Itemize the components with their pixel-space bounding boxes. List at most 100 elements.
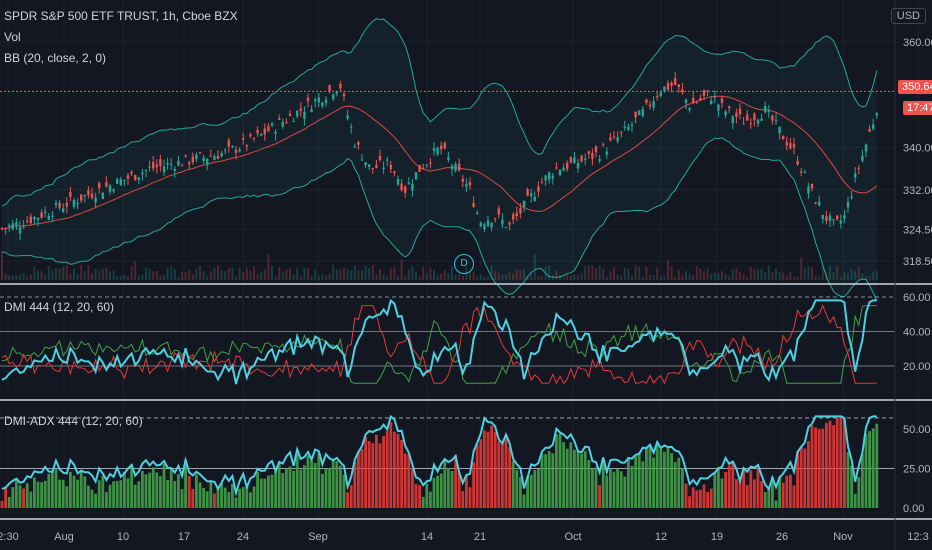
candle-body: [40, 212, 43, 218]
adx-histogram-bar: [490, 425, 493, 508]
volume-bar: [728, 276, 731, 280]
candle-body: [80, 194, 83, 201]
volume-bar: [742, 273, 745, 280]
volume-bar: [566, 274, 569, 280]
bb-basis-line: [1, 95, 878, 230]
adx-histogram-bar: [871, 428, 875, 508]
candle-body: [515, 212, 518, 217]
adx-histogram-bar: [738, 481, 742, 508]
adx-histogram-bar: [688, 496, 691, 508]
symbol-title[interactable]: SPDR S&P 500 ETF TRUST, 1h, Cboe BZX: [4, 9, 238, 23]
adx-histogram-bar: [799, 446, 803, 508]
candle-body: [393, 171, 396, 174]
candle-body: [418, 164, 421, 172]
dmi-indicator-label[interactable]: DMI 444 (12, 20, 60): [4, 300, 115, 314]
adx-histogram-bar: [79, 469, 83, 508]
candle-body: [425, 164, 428, 166]
adx-histogram-bar: [36, 481, 40, 508]
adx-histogram-bar: [220, 483, 223, 508]
adx-histogram-bar: [306, 455, 310, 508]
adx-histogram-bar: [429, 491, 432, 508]
adx-histogram-bar: [403, 453, 407, 508]
adx-histogram-bar: [814, 427, 817, 508]
bb-indicator-label[interactable]: BB (20, close, 2, 0): [4, 51, 107, 65]
adx-histogram-bar: [339, 465, 342, 508]
candle-body: [717, 104, 720, 111]
dmi-adx-pane: [0, 414, 895, 508]
adx-histogram-bar: [40, 482, 43, 508]
adx-histogram-bar: [677, 457, 681, 508]
adx-histogram-bar: [864, 433, 868, 508]
adx-histogram-bar: [591, 468, 594, 508]
volume-bar: [137, 275, 140, 280]
candle-body: [256, 129, 259, 134]
candle-body: [65, 203, 68, 207]
adx-histogram-bar: [544, 454, 547, 508]
candle-body: [371, 167, 374, 169]
candle-body: [36, 217, 40, 220]
candle-body: [450, 165, 454, 170]
candle-body: [454, 163, 457, 171]
adx-histogram-bar: [526, 476, 529, 508]
adx-histogram-bar: [195, 474, 198, 508]
adx-histogram-bar: [623, 476, 627, 508]
candle-body: [76, 202, 79, 205]
dividend-marker[interactable]: D: [454, 254, 474, 274]
currency-button[interactable]: USD: [890, 8, 926, 24]
candle-body: [526, 189, 529, 196]
volume-bar: [458, 273, 461, 280]
candle-body: [501, 219, 504, 225]
adx-histogram-bar: [238, 488, 241, 508]
volume-bar: [487, 276, 489, 280]
dmi-adx-indicator-label[interactable]: DMI-ADX 444 (12, 20, 60): [4, 414, 143, 428]
adx-histogram-bar: [231, 483, 234, 508]
candle-body: [382, 167, 385, 170]
volume-bar: [609, 271, 612, 280]
candle-body: [872, 124, 875, 129]
volume-bar: [832, 272, 835, 280]
candle-body: [195, 154, 198, 160]
volume-indicator-label[interactable]: Vol: [4, 30, 21, 44]
last-price-tag: 350.64: [898, 80, 932, 94]
candle-body: [364, 162, 367, 166]
time-axis[interactable]: 2:30 Aug 10 17 24 Sep 14 21 Oct 12 19 26 Nov 12:3: [0, 531, 929, 543]
adx-histogram-bar: [785, 475, 789, 508]
minus-di-line: [1, 304, 877, 385]
volume-bar: [346, 269, 349, 280]
candle-body: [51, 215, 54, 217]
candle-body: [767, 109, 770, 112]
adx-histogram-bar: [555, 434, 558, 508]
candle-body: [508, 222, 511, 225]
candle-body: [677, 84, 680, 87]
candle-body: [299, 108, 302, 111]
candle-body: [148, 166, 151, 168]
adx-histogram-bar: [97, 480, 101, 508]
volume-bar: [119, 275, 122, 280]
volume-bar: [98, 270, 101, 280]
candle-body: [83, 195, 86, 197]
volume-bar: [267, 253, 270, 280]
adx-histogram-bar: [699, 489, 702, 508]
volume-bar: [764, 272, 767, 280]
candle-body: [432, 148, 436, 151]
candle-body: [396, 178, 400, 185]
volume-bar: [429, 267, 432, 280]
candle-body: [213, 156, 216, 161]
adx-histogram-bar: [288, 466, 292, 508]
volume-bar: [55, 267, 57, 280]
volume-bar: [361, 270, 363, 280]
adx-histogram-bar: [393, 431, 396, 508]
candle-body: [519, 208, 522, 214]
adx-histogram-bar: [587, 459, 591, 508]
candle-body: [198, 152, 202, 154]
candle-body: [504, 227, 508, 229]
price-axis[interactable]: 318.50 324.50 332.00 340.00 360.00 20.00 40.00…: [903, 37, 932, 515]
candle-body: [702, 90, 706, 97]
candle-body: [184, 155, 187, 157]
candle-body: [407, 182, 410, 185]
candle-body: [803, 172, 806, 174]
candle-body: [206, 158, 209, 166]
adx-histogram-bar: [245, 485, 249, 508]
